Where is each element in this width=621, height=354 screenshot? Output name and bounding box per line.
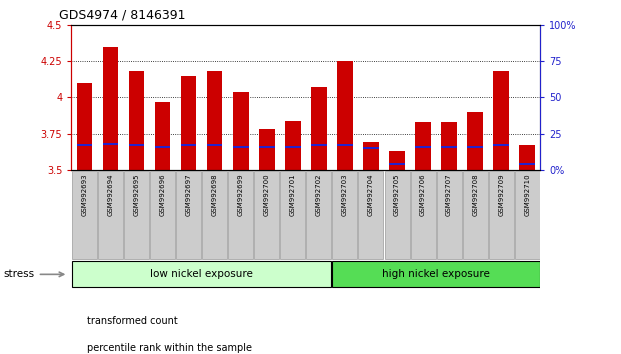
Text: GSM992700: GSM992700 bbox=[264, 173, 270, 216]
Bar bbox=[442, 145, 457, 148]
Bar bbox=[311, 87, 327, 170]
Text: GSM992695: GSM992695 bbox=[134, 173, 140, 216]
Bar bbox=[285, 145, 301, 148]
Text: GSM992705: GSM992705 bbox=[394, 173, 400, 216]
FancyBboxPatch shape bbox=[515, 171, 540, 259]
FancyBboxPatch shape bbox=[150, 171, 175, 259]
Bar bbox=[389, 151, 405, 170]
Bar bbox=[181, 75, 196, 170]
Bar bbox=[415, 145, 431, 148]
Text: GSM992709: GSM992709 bbox=[498, 173, 504, 216]
FancyBboxPatch shape bbox=[332, 261, 540, 287]
Bar bbox=[337, 144, 353, 147]
FancyBboxPatch shape bbox=[306, 171, 332, 259]
FancyBboxPatch shape bbox=[358, 171, 383, 259]
FancyBboxPatch shape bbox=[98, 171, 123, 259]
Bar bbox=[519, 145, 535, 170]
Text: high nickel exposure: high nickel exposure bbox=[382, 269, 490, 279]
FancyBboxPatch shape bbox=[72, 171, 97, 259]
Text: GSM992706: GSM992706 bbox=[420, 173, 426, 216]
Bar bbox=[493, 71, 509, 170]
Bar bbox=[259, 145, 274, 148]
FancyBboxPatch shape bbox=[332, 171, 358, 259]
Text: transformed count: transformed count bbox=[87, 316, 178, 326]
FancyBboxPatch shape bbox=[384, 171, 409, 259]
Text: GSM992701: GSM992701 bbox=[290, 173, 296, 216]
Text: low nickel exposure: low nickel exposure bbox=[150, 269, 253, 279]
Bar bbox=[285, 121, 301, 170]
Text: GSM992703: GSM992703 bbox=[342, 173, 348, 216]
Text: GSM992697: GSM992697 bbox=[186, 173, 192, 216]
FancyBboxPatch shape bbox=[463, 171, 487, 259]
Bar bbox=[76, 144, 93, 147]
Bar bbox=[311, 144, 327, 147]
Bar bbox=[102, 47, 118, 170]
Bar bbox=[337, 61, 353, 170]
Text: GDS4974 / 8146391: GDS4974 / 8146391 bbox=[59, 9, 186, 22]
Bar bbox=[363, 142, 379, 170]
FancyBboxPatch shape bbox=[410, 171, 435, 259]
Bar bbox=[363, 147, 379, 149]
Text: GSM992694: GSM992694 bbox=[107, 173, 114, 216]
Bar bbox=[129, 71, 144, 170]
Text: GSM992698: GSM992698 bbox=[212, 173, 218, 216]
Text: GSM992710: GSM992710 bbox=[524, 173, 530, 216]
Bar bbox=[102, 143, 118, 145]
Bar bbox=[76, 83, 93, 170]
Text: GSM992708: GSM992708 bbox=[472, 173, 478, 216]
Bar bbox=[155, 145, 170, 148]
Text: GSM992699: GSM992699 bbox=[238, 173, 243, 216]
Bar bbox=[519, 163, 535, 165]
FancyBboxPatch shape bbox=[437, 171, 461, 259]
FancyBboxPatch shape bbox=[176, 171, 201, 259]
Text: GSM992707: GSM992707 bbox=[446, 173, 452, 216]
Bar bbox=[233, 92, 248, 170]
Text: GSM992702: GSM992702 bbox=[316, 173, 322, 216]
Bar bbox=[442, 122, 457, 170]
Text: GSM992704: GSM992704 bbox=[368, 173, 374, 216]
FancyBboxPatch shape bbox=[202, 171, 227, 259]
Bar bbox=[389, 163, 405, 165]
FancyBboxPatch shape bbox=[124, 171, 149, 259]
Text: stress: stress bbox=[3, 269, 34, 279]
Bar bbox=[207, 71, 222, 170]
Bar bbox=[207, 144, 222, 147]
FancyBboxPatch shape bbox=[229, 171, 253, 259]
FancyBboxPatch shape bbox=[280, 171, 306, 259]
Bar bbox=[233, 145, 248, 148]
Text: GSM992696: GSM992696 bbox=[160, 173, 166, 216]
Bar bbox=[468, 112, 483, 170]
FancyBboxPatch shape bbox=[254, 171, 279, 259]
Bar bbox=[155, 102, 170, 170]
Bar bbox=[259, 129, 274, 170]
Bar bbox=[415, 122, 431, 170]
Bar bbox=[468, 145, 483, 148]
Bar bbox=[129, 144, 144, 147]
Bar bbox=[181, 144, 196, 147]
Text: percentile rank within the sample: percentile rank within the sample bbox=[87, 343, 252, 353]
FancyBboxPatch shape bbox=[489, 171, 514, 259]
Bar bbox=[493, 144, 509, 147]
FancyBboxPatch shape bbox=[72, 261, 332, 287]
Text: GSM992693: GSM992693 bbox=[81, 173, 88, 216]
